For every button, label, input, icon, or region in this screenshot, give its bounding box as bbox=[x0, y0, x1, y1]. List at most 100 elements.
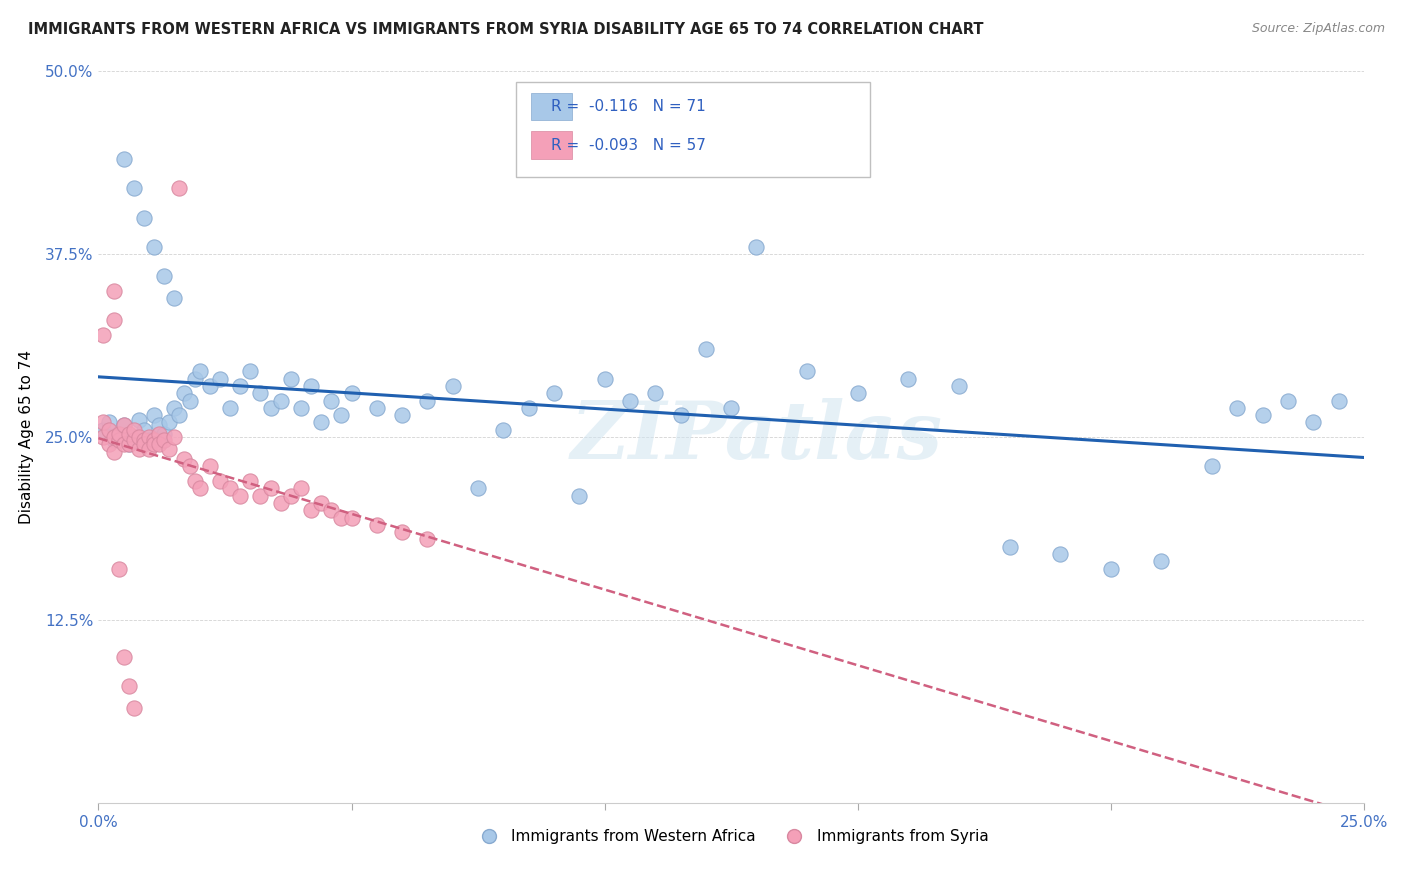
Point bbox=[118, 679, 141, 693]
Point bbox=[93, 430, 115, 444]
Point bbox=[1099, 562, 1122, 576]
Point bbox=[1327, 393, 1350, 408]
Point bbox=[309, 416, 332, 430]
Text: R =  -0.093   N = 57: R = -0.093 N = 57 bbox=[551, 137, 706, 153]
Point bbox=[198, 459, 221, 474]
Text: Source: ZipAtlas.com: Source: ZipAtlas.com bbox=[1251, 22, 1385, 36]
Point bbox=[112, 437, 135, 451]
Point bbox=[219, 481, 242, 495]
Legend: Immigrants from Western Africa, Immigrants from Syria: Immigrants from Western Africa, Immigran… bbox=[467, 822, 995, 850]
Point bbox=[138, 433, 160, 447]
Y-axis label: Disability Age 65 to 74: Disability Age 65 to 74 bbox=[18, 350, 34, 524]
Point bbox=[107, 427, 129, 442]
Point bbox=[467, 481, 489, 495]
Point bbox=[340, 386, 363, 401]
Point bbox=[122, 700, 145, 714]
Point bbox=[270, 496, 292, 510]
Point bbox=[128, 442, 150, 456]
Point bbox=[543, 386, 565, 401]
Point bbox=[132, 423, 155, 437]
Point bbox=[132, 437, 155, 451]
Point bbox=[169, 181, 191, 195]
Point bbox=[148, 437, 170, 451]
Point bbox=[208, 371, 231, 385]
Point bbox=[299, 379, 322, 393]
Point bbox=[745, 240, 768, 254]
Point bbox=[280, 489, 302, 503]
Point bbox=[157, 416, 180, 430]
Point bbox=[998, 540, 1021, 554]
Point bbox=[321, 393, 343, 408]
Point bbox=[103, 284, 125, 298]
Point bbox=[299, 503, 322, 517]
Point bbox=[97, 423, 120, 437]
Point bbox=[107, 427, 129, 442]
Point bbox=[568, 489, 591, 503]
Point bbox=[112, 418, 135, 433]
Point bbox=[270, 393, 292, 408]
Point bbox=[143, 433, 166, 447]
Point bbox=[391, 408, 413, 422]
Point bbox=[93, 327, 115, 342]
Point bbox=[492, 423, 515, 437]
Point bbox=[897, 371, 920, 385]
Point bbox=[143, 240, 166, 254]
Point bbox=[259, 401, 281, 415]
Point bbox=[112, 152, 135, 166]
Point bbox=[103, 313, 125, 327]
Point bbox=[796, 364, 818, 378]
Point bbox=[128, 412, 150, 426]
Point bbox=[1049, 547, 1071, 561]
Point bbox=[366, 517, 388, 532]
Point bbox=[93, 423, 115, 437]
Text: IMMIGRANTS FROM WESTERN AFRICA VS IMMIGRANTS FROM SYRIA DISABILITY AGE 65 TO 74 : IMMIGRANTS FROM WESTERN AFRICA VS IMMIGR… bbox=[28, 22, 984, 37]
Point bbox=[340, 510, 363, 524]
Point bbox=[1277, 393, 1299, 408]
Point bbox=[948, 379, 970, 393]
Point bbox=[669, 408, 692, 422]
Point bbox=[112, 418, 135, 433]
Point bbox=[122, 430, 145, 444]
Point bbox=[153, 427, 176, 442]
Point bbox=[644, 386, 666, 401]
Point bbox=[391, 525, 413, 540]
Point bbox=[179, 393, 201, 408]
Point bbox=[118, 437, 141, 451]
Point bbox=[143, 408, 166, 422]
Point bbox=[157, 442, 180, 456]
Point bbox=[441, 379, 464, 393]
Point bbox=[138, 442, 160, 456]
Point bbox=[720, 401, 742, 415]
Point bbox=[188, 481, 211, 495]
Point bbox=[249, 386, 271, 401]
Point bbox=[112, 649, 135, 664]
Point bbox=[366, 401, 388, 415]
Point bbox=[321, 503, 343, 517]
Point bbox=[280, 371, 302, 385]
Point bbox=[239, 364, 262, 378]
Point bbox=[416, 393, 439, 408]
Point bbox=[97, 437, 120, 451]
Point bbox=[148, 418, 170, 433]
Point bbox=[173, 386, 195, 401]
Point bbox=[290, 401, 312, 415]
Point bbox=[290, 481, 312, 495]
Point bbox=[198, 379, 221, 393]
Point bbox=[173, 452, 195, 467]
Text: ZIPatlas: ZIPatlas bbox=[571, 399, 942, 475]
Point bbox=[183, 371, 205, 385]
Point bbox=[132, 433, 155, 447]
Point bbox=[103, 430, 125, 444]
Bar bbox=[531, 131, 572, 159]
Point bbox=[103, 444, 125, 458]
Point bbox=[188, 364, 211, 378]
Point bbox=[1302, 416, 1324, 430]
Point bbox=[1150, 554, 1173, 568]
Point bbox=[229, 379, 252, 393]
Text: R =  -0.116   N = 71: R = -0.116 N = 71 bbox=[551, 99, 706, 114]
Point bbox=[695, 343, 717, 357]
Point bbox=[1251, 408, 1274, 422]
Point bbox=[153, 269, 176, 284]
Point bbox=[163, 401, 186, 415]
Point bbox=[122, 423, 145, 437]
